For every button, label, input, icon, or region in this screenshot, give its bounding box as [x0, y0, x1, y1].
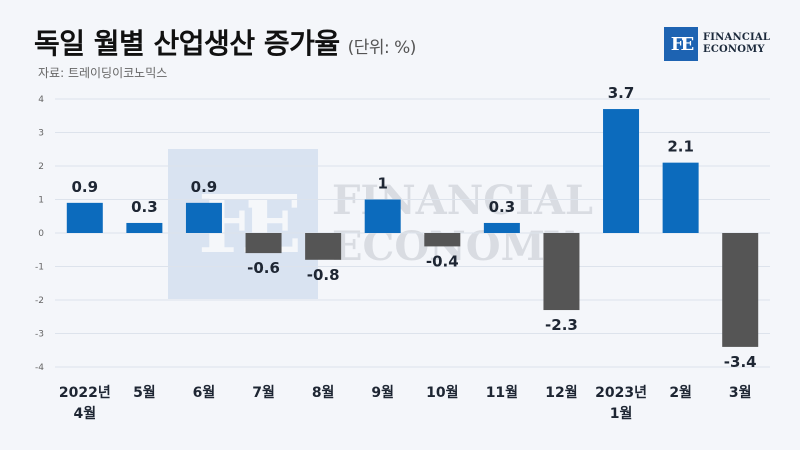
bar: [483, 222, 520, 233]
value-label: 0.9: [72, 178, 99, 196]
label-layer: 4 3 2 1 0 -1 -2 -3 -4 0.9 2022년 4월 0.3 5월 0.9 6월 -0.6 7월 -…: [35, 84, 757, 422]
value-label: 1: [377, 175, 387, 193]
bar: [364, 199, 401, 233]
bar: [662, 162, 699, 233]
y-tick-label: 1: [38, 196, 44, 206]
x-tick-label: 11월: [486, 384, 518, 401]
x-tick-label: 9월: [371, 384, 394, 401]
bar: [424, 233, 461, 247]
source-label: 자료: 트레이딩이코노믹스: [38, 66, 168, 80]
x-tick-label: 3월: [729, 384, 752, 401]
value-label: -2.3: [545, 316, 578, 334]
value-label: 2.1: [667, 138, 694, 156]
x-tick-label: 12월: [545, 384, 577, 401]
x-tick-label: 2022년: [59, 385, 111, 401]
logo-text: FINANCIAL ECONOMY: [703, 32, 770, 56]
chart-title: 독일 월별 산업생산 증가율: [34, 27, 340, 60]
x-tick-label: 10월: [426, 384, 458, 401]
bar: [305, 233, 342, 260]
bar: [543, 233, 580, 311]
bar: [603, 109, 640, 233]
y-tick-label: -4: [35, 363, 44, 373]
x-tick-label: 1월: [610, 405, 633, 422]
y-tick-label: -2: [35, 296, 44, 306]
unit-label: (단위: %): [347, 38, 417, 58]
bar: [66, 202, 103, 233]
x-tick-label: 6월: [193, 384, 216, 401]
value-label: -0.6: [247, 259, 280, 277]
value-label: 3.7: [608, 84, 635, 102]
x-tick-label: 8월: [312, 384, 335, 401]
value-label: -3.4: [724, 353, 757, 371]
grid-layer: [55, 98, 770, 368]
x-tick-label: 2023년: [595, 385, 647, 401]
logo-mark: FE: [664, 27, 698, 61]
x-tick-label: 5월: [133, 384, 156, 401]
y-tick-label: -1: [35, 263, 44, 273]
bar: [185, 202, 222, 233]
y-tick-label: 2: [38, 162, 44, 172]
value-label: 0.3: [489, 198, 516, 216]
x-tick-label: 7월: [252, 384, 275, 401]
logo-line-2: ECONOMY: [703, 44, 765, 55]
page-title: 독일 월별 산업생산 증가율 (단위: %): [34, 22, 416, 62]
value-label: 0.9: [191, 178, 218, 196]
x-tick-label: 4월: [73, 405, 96, 422]
bar: [722, 233, 759, 347]
value-label: -0.8: [307, 266, 340, 284]
logo-line-1: FINANCIAL: [703, 32, 771, 43]
y-tick-label: 4: [38, 95, 44, 105]
financial-economy-logo: FE FINANCIAL ECONOMY: [664, 27, 770, 61]
bar: [245, 233, 282, 254]
bar-layer: [66, 109, 759, 347]
y-tick-label: 0: [38, 229, 44, 239]
y-tick-label: -3: [35, 330, 44, 340]
x-tick-label: 2월: [669, 384, 692, 401]
bar: [126, 222, 163, 233]
y-tick-label: 3: [38, 129, 44, 139]
value-label: 0.3: [131, 198, 158, 216]
value-label: -0.4: [426, 252, 459, 270]
